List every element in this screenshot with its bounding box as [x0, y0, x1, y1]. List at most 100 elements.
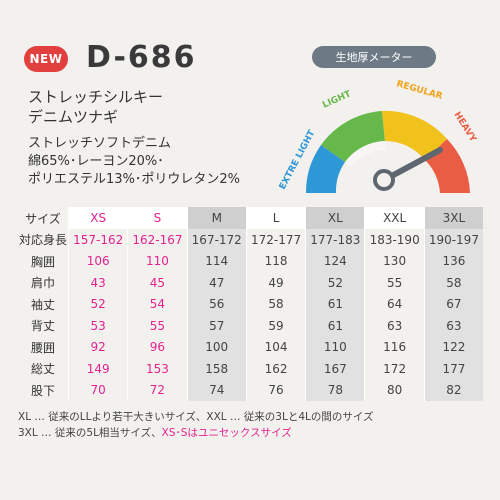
table-cell: 45 [127, 272, 188, 294]
table-cell: 177 [423, 358, 483, 380]
table-cell: 110 [127, 250, 188, 272]
row-label: 股下 [18, 379, 69, 401]
size-note-unisex: XS･Sはユニセックスサイズ [161, 427, 292, 439]
row-label: 胸囲 [18, 250, 69, 272]
table-cell: 149 [67, 358, 128, 380]
table-cell: 58 [245, 293, 306, 315]
table-cell: 67 [423, 293, 483, 315]
table-cell: 61 [305, 293, 365, 315]
row-label: 袖丈 [18, 293, 69, 315]
fabric-composition-2: ポリエステル13%･ポリウレタン2% [28, 172, 241, 187]
table-cell: 110 [305, 336, 365, 358]
size-header-m: M [186, 207, 247, 229]
table-cell: 124 [305, 250, 365, 272]
size-header-3xl: 3XL [423, 207, 483, 229]
table-cell: 106 [67, 250, 128, 272]
gauge-label-regular: REGULAR [395, 79, 443, 102]
row-label: 肩巾 [18, 272, 69, 294]
table-cell: 172 [364, 358, 425, 380]
row-label: 総丈 [18, 358, 69, 380]
gauge-title: 生地厚メーター [312, 46, 436, 68]
gauge-label-heavy: HEAVY [451, 110, 477, 144]
table-row: 対応身長 157-162 162-167 167-172 172-177 177-183 1… [18, 229, 483, 251]
size-header-xs: XS [67, 207, 128, 229]
table-cell: 56 [186, 293, 247, 315]
table-cell: 59 [245, 315, 306, 337]
table-cell: 63 [423, 315, 483, 337]
table-cell: 82 [423, 379, 483, 401]
size-note-line-1: XL … 従来のLLより若干大きいサイズ、XXL … 従来の3Lと4Lの間のサイ… [18, 411, 374, 423]
size-header-l: L [245, 207, 306, 229]
table-cell: 43 [67, 272, 128, 294]
product-name-line-2: デニムツナギ [28, 108, 119, 126]
table-cell: 74 [186, 379, 247, 401]
table-cell: 92 [67, 336, 128, 358]
table-cell: 162 [245, 358, 306, 380]
size-header-xl: XL [305, 207, 365, 229]
table-cell: 100 [186, 336, 247, 358]
table-cell: 55 [127, 315, 188, 337]
table-row: 腰囲 92 96 100 104 110 116 122 [18, 336, 483, 358]
table-cell: 116 [364, 336, 425, 358]
table-cell: 57 [186, 315, 247, 337]
table-cell: 157-162 [67, 229, 128, 251]
table-cell: 70 [67, 379, 128, 401]
size-note-line-2: 3XL … 従来の5L相当サイズ、XS･Sはユニセックスサイズ [18, 425, 374, 441]
table-cell: 167 [305, 358, 365, 380]
new-badge: NEW [24, 46, 68, 72]
size-header-xxl: XXL [364, 207, 425, 229]
table-cell: 61 [305, 315, 365, 337]
model-number: D-686 [86, 40, 197, 75]
table-row: 袖丈 52 54 56 58 61 64 67 [18, 293, 483, 315]
table-cell: 162-167 [127, 229, 188, 251]
product-name-line-1: ストレッチシルキー [28, 88, 164, 106]
table-cell: 167-172 [186, 229, 247, 251]
table-cell: 58 [423, 272, 483, 294]
table-cell: 114 [186, 250, 247, 272]
table-row: 背丈 53 55 57 59 61 63 63 [18, 315, 483, 337]
table-cell: 54 [127, 293, 188, 315]
table-cell: 53 [67, 315, 128, 337]
table-cell: 52 [305, 272, 365, 294]
table-cell: 63 [364, 315, 425, 337]
table-cell: 122 [423, 336, 483, 358]
table-cell: 80 [364, 379, 425, 401]
table-cell: 64 [364, 293, 425, 315]
table-cell: 52 [67, 293, 128, 315]
table-cell: 118 [245, 250, 306, 272]
table-cell: 172-177 [245, 229, 306, 251]
table-row: 総丈 149 153 158 162 167 172 177 [18, 358, 483, 380]
table-cell: 72 [127, 379, 188, 401]
table-row: 股下 70 72 74 76 78 80 82 [18, 379, 483, 401]
gauge-needle [383, 147, 443, 182]
size-notes: XL … 従来のLLより若干大きいサイズ、XXL … 従来の3Lと4Lの間のサイ… [18, 409, 374, 441]
table-cell: 177-183 [305, 229, 365, 251]
table-cell: 136 [423, 250, 483, 272]
row-label: 背丈 [18, 315, 69, 337]
table-cell: 158 [186, 358, 247, 380]
fabric-name: ストレッチソフトデニム [28, 136, 172, 151]
size-header-row: サイズ XS S M L XL XXL 3XL [18, 207, 483, 229]
gauge-inner-light-band [345, 141, 385, 167]
size-chart-table: サイズ XS S M L XL XXL 3XL 対応身長 157-162 162-1… [18, 207, 483, 401]
row-label: 腰囲 [18, 336, 69, 358]
size-header-label: サイズ [18, 207, 69, 229]
table-cell: 183-190 [364, 229, 425, 251]
fabric-composition-1: 綿65%･レーヨン20%･ [28, 154, 164, 169]
gauge-segment-extra-light [305, 145, 345, 193]
fabric-thickness-gauge: EXTRE LIGHT LIGHT REGULAR HEAVY [278, 79, 478, 193]
gauge-segment-light [321, 111, 385, 162]
gauge-segment-regular [382, 110, 447, 160]
table-row: 胸囲 106 110 114 118 124 130 136 [18, 250, 483, 272]
table-cell: 49 [245, 272, 306, 294]
table-cell: 78 [305, 379, 365, 401]
table-cell: 104 [245, 336, 306, 358]
table-cell: 47 [186, 272, 247, 294]
size-header-s: S [127, 207, 188, 229]
gauge-label-light: LIGHT [321, 89, 353, 111]
table-cell: 190-197 [423, 229, 483, 251]
size-note-3xl: 3XL … 従来の5L相当サイズ、 [18, 427, 162, 439]
table-cell: 76 [245, 379, 306, 401]
table-cell: 153 [127, 358, 188, 380]
gauge-needle-hub [373, 169, 395, 191]
